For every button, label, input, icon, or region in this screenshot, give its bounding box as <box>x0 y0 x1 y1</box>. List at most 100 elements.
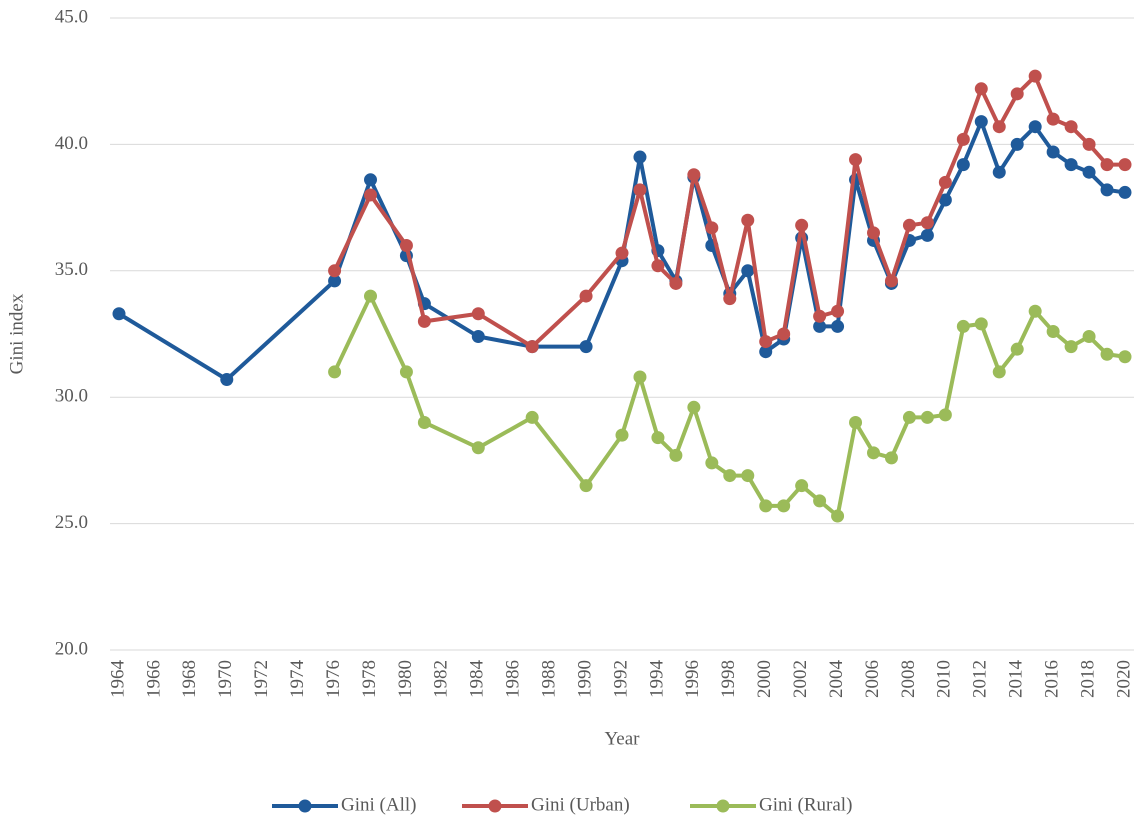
data-point <box>867 446 880 460</box>
data-point <box>687 400 701 414</box>
data-point <box>938 175 952 189</box>
data-point <box>795 218 809 232</box>
data-point <box>1118 185 1132 199</box>
data-point <box>633 150 647 164</box>
data-point <box>1082 330 1096 344</box>
data-point <box>705 456 719 470</box>
data-point <box>777 499 791 513</box>
series-line <box>332 74 1125 349</box>
data-point <box>974 317 988 331</box>
data-point <box>1082 165 1096 179</box>
data-point <box>849 415 863 429</box>
y-axis-label: Gini index <box>6 293 27 374</box>
data-point <box>1064 120 1078 134</box>
data-point <box>579 289 593 303</box>
data-point <box>1100 347 1114 361</box>
x-tick-label: 1966 <box>143 660 164 698</box>
data-point <box>974 82 988 96</box>
data-point <box>399 239 413 253</box>
data-point <box>938 193 952 207</box>
x-tick-label: 1988 <box>539 660 560 698</box>
x-tick-label: 2006 <box>862 660 883 698</box>
x-tick-label: 2004 <box>826 660 847 699</box>
data-point <box>364 173 377 187</box>
data-point <box>1010 87 1024 101</box>
data-point <box>328 365 342 379</box>
data-point <box>579 340 593 354</box>
x-tick-label: 2016 <box>1042 660 1063 698</box>
data-point <box>992 165 1006 179</box>
data-point <box>633 370 647 384</box>
data-point <box>741 213 755 227</box>
data-point <box>471 307 485 321</box>
data-point <box>1046 324 1060 338</box>
x-tick-label: 1996 <box>682 660 703 698</box>
x-axis-label: Year <box>604 728 640 749</box>
data-point <box>615 428 629 442</box>
data-point <box>112 307 126 321</box>
x-tick-label: 1994 <box>646 660 667 699</box>
data-point <box>920 410 934 424</box>
data-point <box>328 274 342 288</box>
legend-marker <box>488 799 502 813</box>
data-point <box>669 448 683 462</box>
x-tick-label: 1970 <box>215 660 236 698</box>
y-tick-label: 25.0 <box>55 512 88 533</box>
data-point <box>867 226 880 240</box>
x-tick-label: 1998 <box>718 660 739 698</box>
data-point <box>1118 350 1132 364</box>
data-point <box>813 309 827 323</box>
x-tick-label: 1990 <box>574 660 595 698</box>
x-tick-label: 2010 <box>934 660 955 698</box>
x-tick-label: 1992 <box>610 660 631 698</box>
data-point <box>651 259 665 273</box>
data-point <box>1118 158 1132 172</box>
data-point <box>471 441 485 455</box>
data-point <box>525 410 539 424</box>
data-point <box>220 373 234 387</box>
data-point <box>849 153 863 167</box>
x-tick-label: 1978 <box>359 660 380 698</box>
series-line <box>332 294 1126 519</box>
data-point <box>1064 340 1078 354</box>
data-point <box>956 319 970 333</box>
data-point <box>938 408 952 422</box>
x-tick-label: 2018 <box>1077 660 1098 698</box>
y-tick-label: 35.0 <box>55 259 88 280</box>
data-point <box>417 314 431 328</box>
x-tick-label: 2014 <box>1006 660 1027 699</box>
x-tick-label: 1972 <box>251 660 272 698</box>
data-point <box>399 365 413 379</box>
legend-label: Gini (Urban) <box>531 794 630 815</box>
legend-marker <box>716 799 730 813</box>
data-point <box>1064 158 1078 172</box>
data-point <box>579 479 593 493</box>
data-point <box>831 319 845 333</box>
data-point <box>525 340 539 354</box>
x-tick-label: 2008 <box>898 660 919 698</box>
data-point <box>920 216 934 230</box>
x-tick-label: 2020 <box>1113 660 1134 698</box>
data-point <box>974 115 988 129</box>
legend-marker <box>298 799 312 813</box>
data-point <box>705 221 719 235</box>
x-tick-label: 1986 <box>503 660 524 698</box>
data-point <box>831 304 845 318</box>
data-point <box>759 345 773 359</box>
x-tick-label: 1984 <box>467 660 488 699</box>
x-tick-label: 1982 <box>431 660 452 698</box>
data-point <box>741 264 755 278</box>
x-tick-label: 1980 <box>395 660 416 698</box>
data-point <box>1028 69 1042 83</box>
x-tick-label: 2000 <box>754 660 775 698</box>
data-point <box>417 415 431 429</box>
data-point <box>992 120 1006 134</box>
data-point <box>1028 304 1042 318</box>
legend-label: Gini (Rural) <box>759 794 852 815</box>
data-point <box>633 183 647 197</box>
legend-label: Gini (All) <box>341 794 416 815</box>
data-point <box>759 499 773 513</box>
data-point <box>741 469 755 483</box>
x-tick-label: 1968 <box>179 660 200 698</box>
data-point <box>759 335 773 349</box>
